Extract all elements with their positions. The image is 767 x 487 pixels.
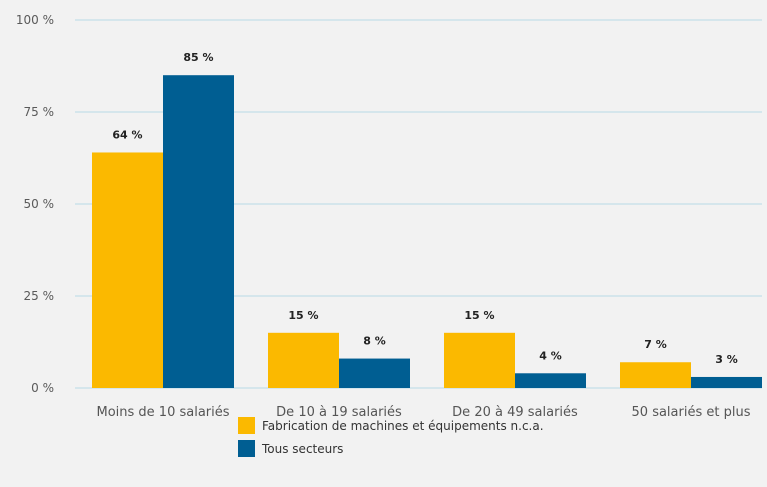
bar-fabrication	[92, 152, 163, 388]
x-category-label: Moins de 10 salariés	[96, 405, 229, 420]
bar-fabrication	[268, 332, 339, 388]
bar-tous-secteurs	[691, 376, 762, 388]
bar-tous-secteurs	[163, 75, 234, 388]
data-label: 85 %	[183, 51, 213, 64]
data-label: 3 %	[715, 353, 738, 366]
data-label: 64 %	[112, 128, 142, 141]
legend-swatch	[238, 440, 255, 457]
data-label: 8 %	[363, 335, 386, 348]
data-label: 4 %	[539, 349, 562, 362]
legend-label: Tous secteurs	[261, 442, 343, 456]
data-label: 15 %	[464, 309, 494, 322]
x-category-label: 50 salariés et plus	[632, 405, 751, 420]
y-tick-label: 25 %	[24, 289, 55, 303]
data-label: 15 %	[288, 309, 318, 322]
legend-label: Fabrication de machines et équipements n…	[262, 419, 544, 433]
x-axis-categories: Moins de 10 salariés De 10 à 19 salariés D…	[96, 405, 750, 420]
x-category-label: De 10 à 19 salariés	[276, 405, 402, 420]
legend: Fabrication de machines et équipements n…	[238, 417, 544, 457]
y-tick-label: 75 %	[24, 105, 55, 119]
x-category-label: De 20 à 49 salariés	[452, 405, 578, 420]
y-axis-ticks: 0 % 25 % 50 % 75 % 100 %	[16, 13, 54, 395]
data-label: 7 %	[644, 338, 667, 351]
bar-tous-secteurs	[339, 358, 410, 388]
y-tick-label: 50 %	[24, 197, 55, 211]
bars	[92, 75, 762, 388]
bar-tous-secteurs	[515, 373, 586, 388]
legend-swatch	[238, 417, 255, 434]
data-labels: 64 % 15 % 15 % 7 % 85 % 8 % 4 % 3 %	[112, 51, 737, 366]
bar-fabrication	[444, 332, 515, 388]
y-tick-label: 0 %	[31, 381, 54, 395]
bar-fabrication	[620, 362, 691, 388]
y-tick-label: 100 %	[16, 13, 54, 27]
